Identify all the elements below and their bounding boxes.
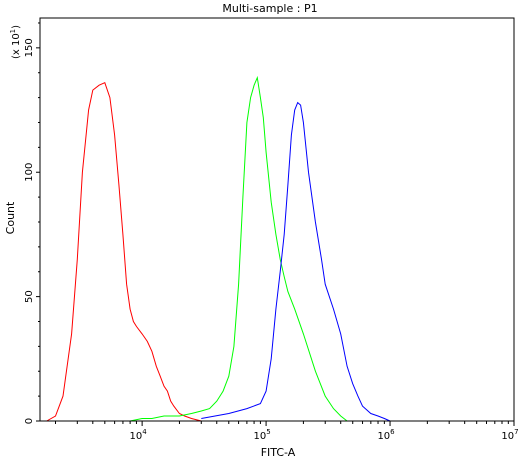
- series-layer: [46, 75, 391, 422]
- x-tick-exponent: 6: [390, 428, 395, 436]
- chart-title: Multi-sample : P1: [222, 2, 317, 15]
- y-axis-label: Count: [4, 201, 17, 234]
- x-tick-label: 105: [253, 428, 270, 442]
- series-line-2: [129, 75, 348, 422]
- x-tick-exponent: 4: [142, 428, 147, 436]
- y-tick-label: 100: [24, 163, 35, 182]
- x-tick-base: 10: [377, 431, 390, 442]
- y-tick-label: 0: [24, 418, 35, 424]
- x-axis-label: FITC-A: [261, 446, 296, 459]
- y-multiplier-base: (x 10: [11, 33, 22, 59]
- x-tick-base: 10: [253, 431, 266, 442]
- x-tick-label: 104: [130, 428, 148, 442]
- x-tick-label: 106: [377, 428, 395, 442]
- x-tick-exponent: 7: [514, 428, 518, 436]
- svg-text:(x 101): (x 101): [9, 25, 22, 59]
- y-multiplier-exponent: 1: [9, 29, 17, 33]
- plot-frame: [39, 17, 515, 422]
- x-tick-base: 10: [130, 431, 143, 442]
- y-tick-label: 150: [24, 38, 35, 57]
- x-tick-base: 10: [501, 431, 514, 442]
- series-line-3: [201, 101, 391, 422]
- x-tick-label: 107: [501, 428, 518, 442]
- x-tick-exponent: 5: [266, 428, 270, 436]
- series-line-1: [46, 82, 202, 422]
- y-axis-multiplier: (x 101): [9, 25, 22, 59]
- y-tick-label: 50: [24, 290, 35, 303]
